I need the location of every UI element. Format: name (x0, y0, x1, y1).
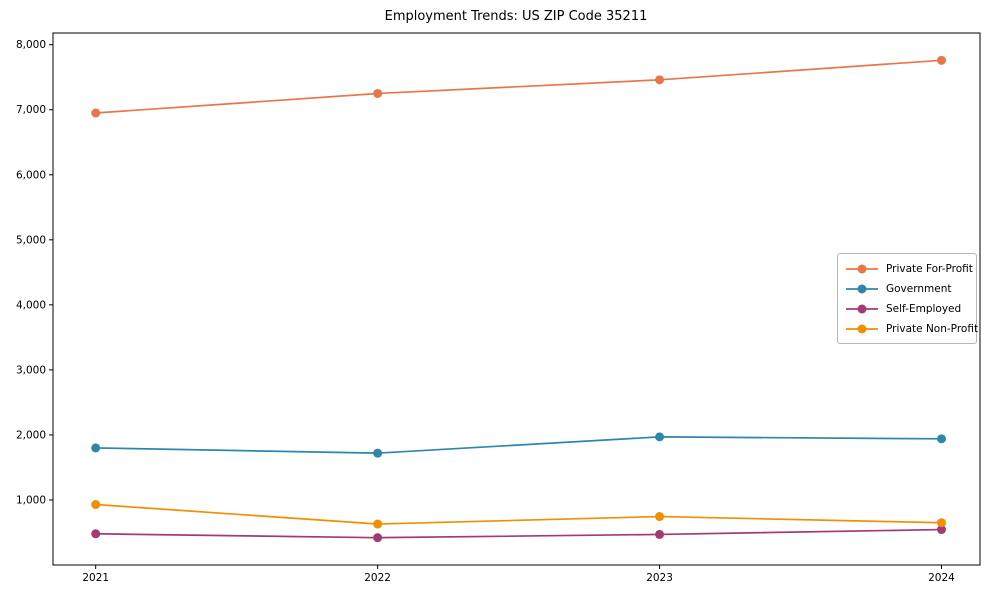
data-point-government-2023 (655, 432, 665, 442)
data-point-private-non-profit-2023 (655, 512, 665, 522)
x-axis-tick-label: 2021 (82, 572, 109, 584)
legend-marker-icon (846, 284, 878, 294)
data-point-government-2021 (91, 443, 101, 453)
data-point-private-for-profit-2024 (936, 55, 946, 65)
data-point-private-non-profit-2021 (91, 500, 101, 510)
y-axis-tick-label: 6,000 (16, 169, 46, 181)
series-line-private-for-profit (95, 59, 942, 114)
y-axis-tick-label: 2,000 (16, 429, 46, 441)
y-axis-tick-label: 7,000 (16, 104, 46, 116)
data-point-self-employed-2023 (655, 529, 665, 539)
data-point-private-non-profit-2022 (373, 519, 383, 529)
x-axis-tick-label: 2023 (646, 572, 673, 584)
legend-item-government: Government (845, 279, 970, 299)
chart-title: Employment Trends: US ZIP Code 35211 (384, 9, 648, 24)
data-point-private-for-profit-2022 (373, 88, 383, 98)
legend-label: Government (886, 283, 952, 295)
series-line-private-non-profit (95, 503, 942, 525)
data-point-government-2022 (373, 448, 383, 458)
legend-label: Private Non-Profit (886, 323, 979, 335)
data-point-self-employed-2021 (91, 529, 101, 539)
legend-label: Self-Employed (886, 303, 962, 315)
data-point-self-employed-2024 (936, 525, 946, 535)
y-axis-tick-label: 5,000 (16, 234, 46, 246)
legend-item-private-for-profit: Private For-Profit (845, 259, 973, 279)
y-axis-tick-label: 1,000 (16, 494, 46, 506)
y-axis-tick-label: 8,000 (16, 39, 46, 51)
series-line-self-employed (95, 528, 942, 539)
data-point-private-non-profit-2024 (936, 518, 946, 528)
data-point-private-for-profit-2021 (91, 108, 101, 118)
legend-marker-icon (846, 324, 878, 334)
series-line-government (95, 436, 942, 454)
data-point-private-for-profit-2023 (655, 75, 665, 85)
legend-marker-icon (846, 264, 878, 274)
x-axis-tick-label: 2024 (928, 572, 955, 584)
legend-item-private-non-profit: Private Non-Profit (845, 319, 978, 339)
y-axis-tick-label: 4,000 (16, 299, 46, 311)
y-axis-tick-label: 3,000 (16, 364, 46, 376)
legend-label: Private For-Profit (886, 263, 973, 275)
legend-item-self-employed: Self-Employed (845, 299, 970, 319)
plot-border (52, 32, 981, 566)
data-point-government-2024 (936, 434, 946, 444)
legend: Private For-Profit Government Self-Employe… (837, 253, 978, 344)
legend-marker-icon (846, 304, 878, 314)
data-point-self-employed-2022 (373, 533, 383, 543)
x-axis-tick-label: 2022 (364, 572, 391, 584)
